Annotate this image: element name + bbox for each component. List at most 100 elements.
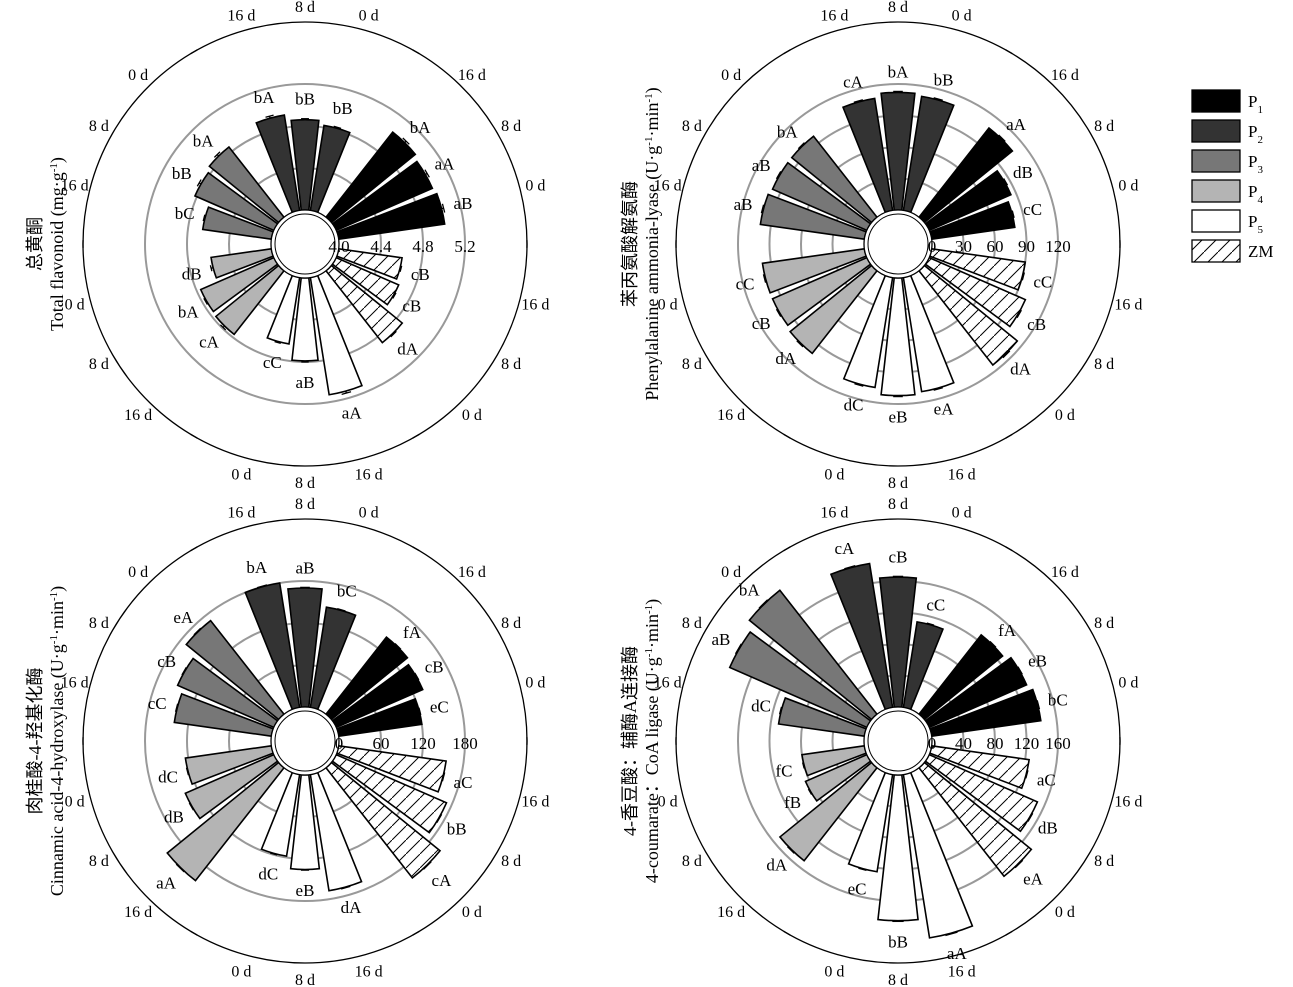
group-arc-P4	[675, 737, 791, 936]
significance-label: dC	[844, 395, 864, 414]
significance-label: bA	[777, 122, 799, 141]
legend-swatch-P1	[1191, 89, 1241, 113]
axis-tick-label: 40	[955, 734, 972, 753]
error-cap	[402, 137, 410, 145]
error-cap	[844, 565, 856, 570]
significance-label: dA	[766, 855, 788, 874]
significance-label: cB	[411, 265, 430, 284]
time-label: 16 d	[1114, 794, 1142, 811]
time-label: 8 d	[295, 496, 315, 513]
error-cap	[274, 340, 281, 344]
error-cap	[1014, 859, 1024, 869]
time-label: 8 d	[682, 615, 702, 632]
error-cap	[801, 762, 805, 769]
legend-swatch-P2	[1191, 119, 1241, 143]
time-label: 0 d	[824, 963, 844, 980]
error-cap	[424, 169, 430, 178]
error-cap	[399, 265, 403, 272]
error-cap	[414, 672, 420, 681]
axis-title-cn: 肉桂酸-4-羟基化酶	[25, 668, 45, 815]
significance-label: bB	[333, 99, 353, 118]
error-cap	[269, 852, 278, 856]
group-arc-P3	[82, 49, 198, 248]
time-label: 8 d	[501, 615, 521, 632]
significance-label: bC	[1048, 691, 1068, 710]
error-cap	[1016, 309, 1022, 319]
axis-title: 总黄酮 Total flavonoid (mg·g-1)	[25, 157, 68, 331]
grid-ring	[737, 83, 1059, 405]
error-cap	[1017, 666, 1023, 675]
group-arc-P4	[82, 240, 198, 439]
group-arc-P4	[675, 240, 791, 439]
error-cap	[1027, 812, 1034, 822]
significance-label: eC	[430, 697, 449, 716]
time-label: 16 d	[717, 407, 745, 424]
error-cap	[796, 340, 804, 348]
significance-label: bB	[934, 71, 954, 90]
significance-label: dB	[164, 808, 184, 827]
error-cap	[174, 703, 179, 712]
time-label: 16 d	[227, 505, 255, 522]
legend-label-P1: P1	[1248, 92, 1263, 116]
time-label: 8 d	[295, 972, 315, 987]
error-cap	[219, 324, 227, 331]
time-label: 0 d	[721, 67, 741, 84]
axis-tick-label: 60	[373, 734, 390, 753]
axis-title-en: Cinnamic acid-4-hydroxylase (U·g-1·min-1…	[47, 586, 68, 896]
significance-label: dA	[341, 898, 363, 917]
time-label: 0 d	[231, 963, 251, 980]
legend-swatch-P3	[1191, 149, 1241, 173]
time-label: 16 d	[124, 904, 152, 921]
error-cap	[441, 772, 446, 782]
significance-label: dA	[397, 339, 419, 358]
error-cap	[853, 99, 864, 103]
time-label: 8 d	[89, 853, 109, 870]
error-cap	[188, 802, 194, 811]
error-cap	[778, 706, 783, 715]
time-label: 8 d	[295, 475, 315, 492]
significance-label: aB	[734, 195, 753, 214]
axis-tick-label: 180	[452, 734, 478, 753]
error-cap	[202, 214, 206, 222]
hub-inner	[867, 710, 929, 772]
time-label: 0 d	[658, 794, 678, 811]
significance-label: aB	[454, 194, 473, 213]
significance-label: bA	[739, 581, 761, 600]
error-cap	[392, 292, 397, 299]
error-cap	[933, 97, 943, 101]
significance-label: cC	[926, 596, 945, 615]
significance-label: fA	[403, 623, 422, 642]
significance-label: cA	[432, 871, 453, 890]
error-cap	[807, 788, 813, 795]
legend-swatch-ZM	[1191, 239, 1241, 263]
error-cap	[257, 584, 268, 589]
significance-label: eA	[1023, 869, 1044, 888]
significance-label: fC	[775, 761, 792, 780]
significance-label: cC	[736, 275, 755, 294]
group-arc-P5	[190, 433, 420, 467]
time-label: 16 d	[355, 466, 383, 483]
time-label: 0 d	[952, 8, 972, 25]
time-label: 0 d	[525, 674, 545, 691]
group-arc-P1	[1005, 546, 1121, 745]
time-label: 0 d	[65, 794, 85, 811]
hub-inner	[274, 710, 336, 772]
time-label: 0 d	[1118, 177, 1138, 194]
axis-title-en: Phenylalanine ammonia-lyase (U·g-1·min-1…	[642, 87, 663, 400]
group-arc-ZM	[1005, 240, 1121, 439]
time-label: 16 d	[355, 963, 383, 980]
hub-inner	[274, 213, 336, 275]
time-label: 0 d	[1055, 904, 1075, 921]
significance-label: cA	[835, 539, 856, 558]
group-arc-P2	[190, 518, 420, 552]
legend-swatch-P4	[1191, 179, 1241, 203]
time-label: 0 d	[824, 466, 844, 483]
axis-tick-label: 4.4	[370, 237, 392, 256]
error-cap	[858, 867, 867, 872]
time-label: 8 d	[1094, 615, 1114, 632]
error-cap	[854, 383, 864, 387]
time-label: 0 d	[658, 297, 678, 314]
